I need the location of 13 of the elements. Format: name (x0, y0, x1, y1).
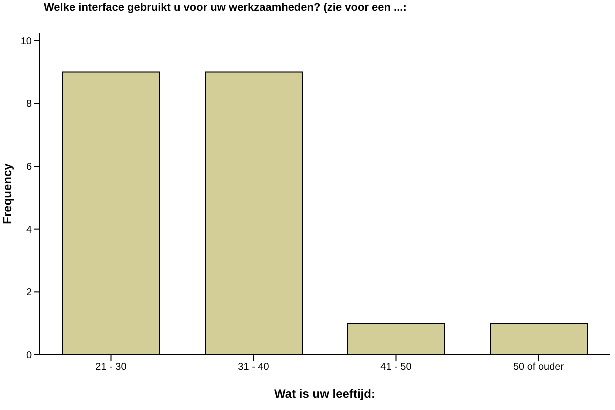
y-tick-label: 2 (26, 288, 32, 299)
chart-title: Welke interface gebruikt u voor uw werkzaamheden? (zie voor een ...: (44, 2, 407, 14)
y-tick-label: 4 (26, 224, 32, 236)
y-tick-label: 6 (26, 162, 32, 174)
x-tick-label: 21 - 30 (96, 362, 128, 374)
x-tick-label: 50 of ouder (513, 362, 565, 374)
x-tick-label: 31 - 40 (238, 362, 270, 374)
y-tick-label: 10 (20, 36, 32, 48)
x-tick-label: 41 - 50 (380, 362, 412, 374)
x-axis-title: Wat is uw leeftijd: (274, 387, 376, 401)
y-tick-label: 0 (26, 350, 32, 362)
y-axis-title: Frequency (0, 163, 14, 224)
y-tick-label: 8 (26, 99, 32, 110)
